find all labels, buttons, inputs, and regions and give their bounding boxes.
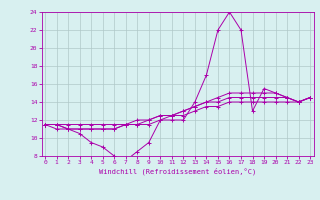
X-axis label: Windchill (Refroidissement éolien,°C): Windchill (Refroidissement éolien,°C) [99, 168, 256, 175]
